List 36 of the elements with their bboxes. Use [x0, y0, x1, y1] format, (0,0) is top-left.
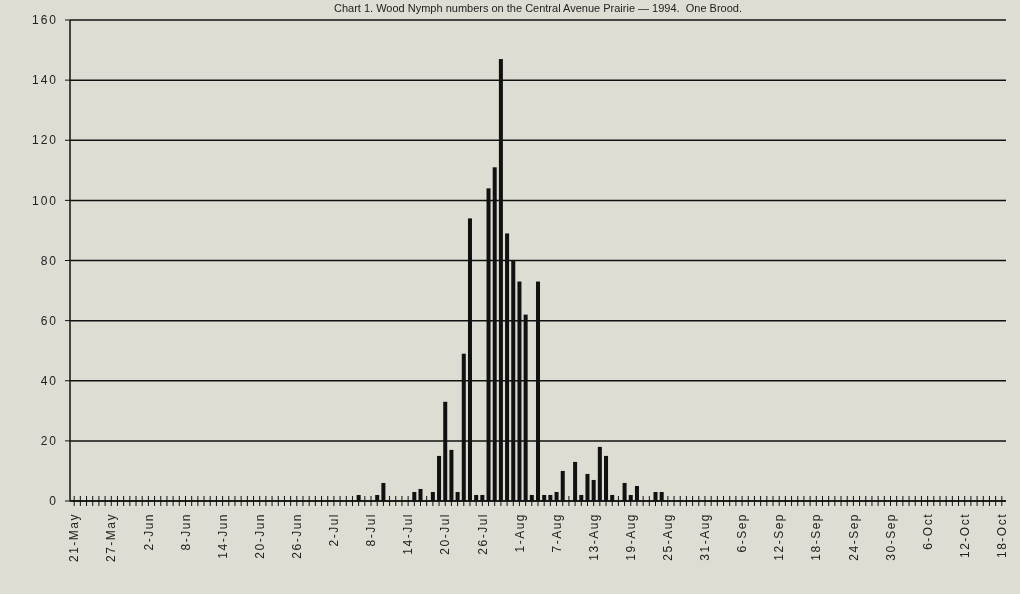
x-tick-label: 12-Sep: [772, 513, 787, 561]
y-tick-label: 160: [31, 13, 58, 28]
y-tick-label: 40: [40, 373, 58, 388]
x-tick-label: 14-Jul: [401, 513, 416, 555]
x-tick-label: 19-Aug: [623, 513, 638, 561]
y-tick-label: 60: [40, 313, 58, 328]
x-tick-label: 6-Oct: [920, 513, 935, 550]
y-tick-label: 120: [31, 133, 58, 148]
y-tick-label: 0: [49, 494, 58, 509]
x-tick-label: 27-May: [104, 513, 119, 563]
y-tick-label: 20: [40, 434, 58, 449]
y-tick-label: 80: [40, 253, 58, 268]
x-tick-label: 12-Oct: [957, 513, 972, 559]
x-tick-label: 18-Sep: [809, 513, 824, 561]
y-tick-label: 140: [31, 73, 58, 88]
x-tick-label: 1-Aug: [512, 513, 527, 553]
x-tick-label: 21-May: [67, 513, 82, 563]
x-tick-label: 6-Sep: [735, 513, 750, 553]
x-tick-label: 2-Jul: [327, 513, 342, 547]
chart-title: Chart 1. Wood Nymph numbers on the Central Avenue Prairie — 1994. One Brood.: [333, 2, 743, 14]
x-tick-label: 25-Aug: [661, 513, 676, 561]
x-tick-label: 26-Jun: [290, 513, 305, 559]
x-tick-label: 2-Jun: [141, 513, 156, 551]
x-tick-label: 8-Jun: [178, 513, 193, 551]
x-tick-label: 18-Oct: [995, 513, 1010, 559]
x-tick-label: 20-Jul: [438, 513, 453, 555]
x-tick-label: 20-Jun: [252, 513, 267, 559]
x-tick-label: 30-Sep: [883, 513, 898, 561]
x-tick-label: 8-Jul: [364, 513, 379, 547]
x-tick-label: 24-Sep: [846, 513, 861, 561]
x-tick-label: 14-Jun: [215, 513, 230, 559]
y-tick-label: 100: [31, 193, 58, 208]
x-tick-label: 7-Aug: [549, 513, 564, 553]
x-tick-label: 31-Aug: [698, 513, 713, 561]
x-tick-label: 26-Jul: [475, 513, 490, 555]
x-tick-label: 13-Aug: [586, 513, 601, 561]
